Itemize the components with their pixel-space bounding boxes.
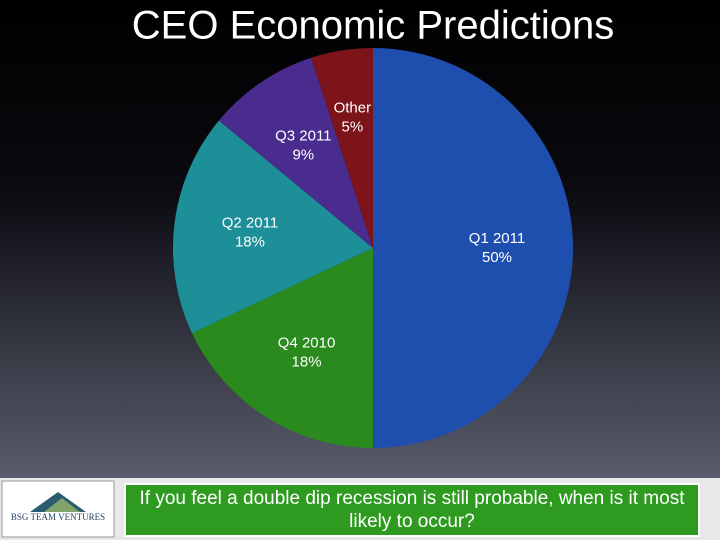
slice-label: Other (334, 100, 372, 117)
logo-roof-inner (44, 498, 80, 512)
chart-title: CEO Economic Predictions (132, 4, 614, 48)
data-label: 5% (342, 119, 364, 136)
slice-label: Q2 2011 (222, 214, 278, 231)
caption: If you feel a double dip recession is st… (139, 488, 685, 532)
slice-label: Q1 2011 (469, 230, 525, 247)
pie-slice (373, 48, 573, 448)
data-label: 50% (482, 249, 512, 266)
slice-label: Q3 2011 (275, 127, 331, 144)
caption-box (124, 483, 700, 537)
logo-box (1, 480, 115, 538)
pie-slice (192, 248, 373, 448)
data-label: 9% (292, 146, 314, 163)
logo-text: BSG TEAM VENTURES (11, 512, 105, 522)
slice-label: Q4 2010 (278, 335, 336, 352)
data-label: 18% (235, 233, 265, 250)
pie-slice (173, 120, 373, 334)
data-label: 18% (292, 354, 322, 371)
pie-slice (311, 48, 373, 248)
pie-slice (218, 57, 373, 248)
